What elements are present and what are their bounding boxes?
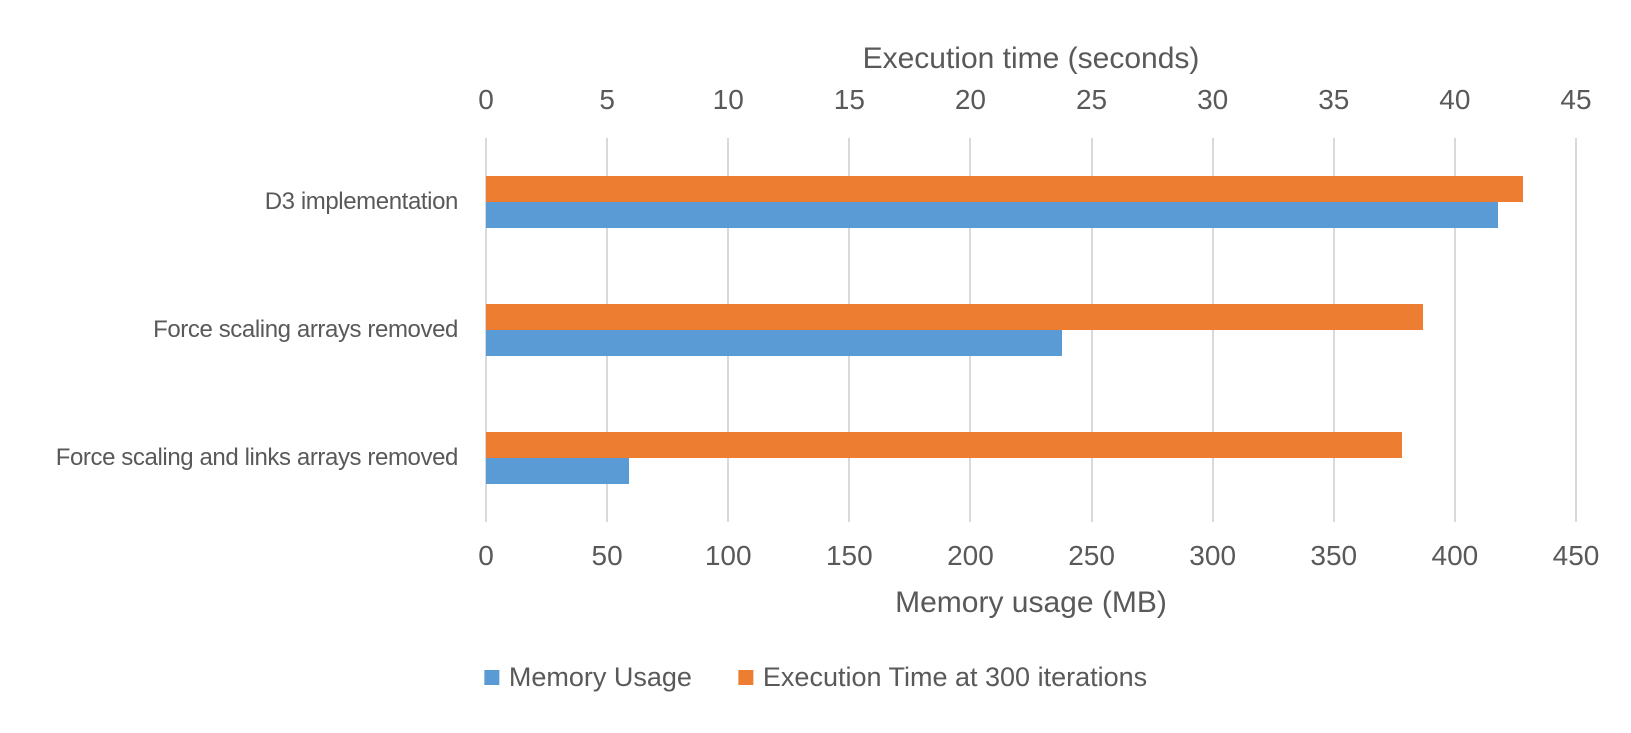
bottom-axis-title: Memory usage (MB) [895, 586, 1167, 619]
bar-execution-time [486, 432, 1402, 458]
top-axis-tick-label: 45 [1560, 84, 1592, 115]
category-label: Force scaling and links arrays removed [55, 444, 459, 471]
top-axis-tick-label: 15 [833, 84, 865, 115]
gridline [1332, 138, 1335, 522]
category-label: Force scaling arrays removed [153, 316, 458, 343]
bottom-axis-tick-label: 0 [478, 540, 494, 571]
gridline [1575, 138, 1577, 522]
bottom-axis-tick-label: 50 [591, 540, 623, 571]
top-axis-tick-label: 0 [478, 84, 494, 115]
category-label: D3 implementation [264, 188, 459, 215]
bar-memory-usage [486, 202, 1499, 228]
bar-memory-usage [486, 330, 1063, 356]
bottom-axis-tick-label: 300 [1189, 540, 1237, 571]
legend-swatch-icon [737, 670, 753, 685]
bottom-axis-tick-label: 450 [1552, 540, 1600, 571]
legend: Memory Usage Execution Time at 300 iterat… [483, 662, 1148, 693]
top-axis-tick-label: 10 [712, 84, 744, 115]
legend-label: Execution Time at 300 iterations [762, 662, 1148, 692]
legend-item: Memory Usage [483, 662, 692, 693]
top-axis-tick-label: 40 [1439, 84, 1471, 115]
bar-execution-time [486, 176, 1523, 202]
gridline [1090, 138, 1093, 522]
top-axis-tick-label: 25 [1075, 84, 1108, 115]
legend-swatch-icon [483, 670, 499, 685]
plot-area [485, 138, 1577, 522]
bottom-axis-tick-label: 250 [1068, 540, 1115, 571]
bottom-axis-tick-label: 350 [1310, 540, 1358, 571]
bar-memory-usage [486, 458, 629, 484]
legend-item: Execution Time at 300 iterations [737, 662, 1148, 693]
bottom-axis-tick-label: 200 [947, 540, 994, 571]
bottom-axis-tick-label: 400 [1431, 540, 1479, 571]
top-axis-tick-label: 35 [1318, 84, 1350, 115]
bottom-axis-tick-label: 100 [704, 540, 752, 571]
bar-execution-time [486, 304, 1424, 330]
top-axis-title: Execution time (seconds) [862, 42, 1200, 75]
legend-label: Memory Usage [508, 662, 692, 692]
gridline [1453, 138, 1456, 522]
gridline [1211, 138, 1214, 522]
top-axis-tick-label: 20 [954, 84, 987, 115]
top-axis-tick-label: 30 [1197, 84, 1229, 115]
bottom-axis-tick-label: 150 [825, 540, 873, 571]
top-axis-tick-label: 5 [599, 84, 615, 115]
